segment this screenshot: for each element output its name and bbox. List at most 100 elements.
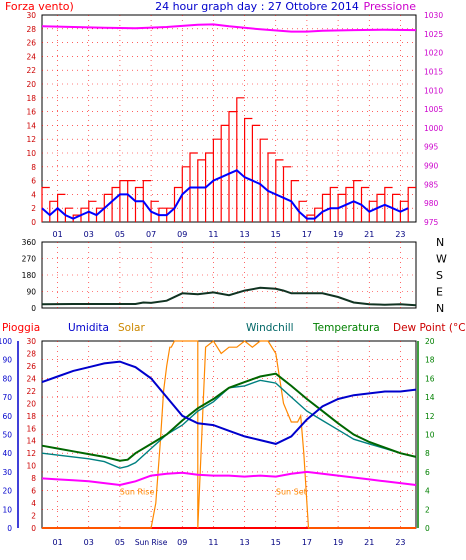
pressure-tick-label: 975	[424, 218, 439, 227]
temperature-tick-label: 14	[425, 393, 435, 402]
wind-pressure-series	[41, 23, 417, 222]
compass-label: W	[436, 253, 447, 266]
time-tick-label: 03	[84, 230, 94, 239]
pressure-axis-title: Pressione	[364, 0, 417, 13]
time-tick-label: 23	[395, 230, 405, 239]
time-tick-label: 17	[302, 230, 312, 239]
rain-tick-label: 2	[31, 512, 36, 521]
direction-grid	[42, 242, 416, 308]
pressure-tick-label: 985	[424, 180, 439, 189]
chart-title: 24 hour graph day : 27 Ottobre 2014	[155, 0, 359, 13]
rain-tick-label: 14	[26, 437, 36, 446]
time-tick-label: 17	[302, 538, 312, 547]
direction-tick-label: 180	[22, 271, 37, 280]
humidity-tick-label: 50	[2, 431, 12, 440]
wind-axis-title: Forza vento)	[5, 0, 74, 13]
direction-tick-label: 270	[22, 255, 37, 264]
legend-item: Windchill	[246, 322, 294, 334]
direction-series	[41, 286, 417, 307]
rain-tick-label: 4	[31, 499, 36, 508]
humidity-tick-label: 100	[0, 337, 12, 346]
wind-tick-label: 26	[26, 39, 36, 48]
wind-tick-label: 6	[31, 177, 36, 186]
pressure-tick-label: 1020	[424, 49, 443, 58]
wind-tick-label: 10	[26, 149, 36, 158]
wind-tick-label: 8	[31, 163, 36, 172]
compass-label: E	[436, 286, 443, 299]
wind-tick-label: 18	[26, 94, 36, 103]
time-tick-label: 09	[177, 230, 187, 239]
humidity-tick-label: 90	[2, 356, 12, 365]
direction-axis-ticks: 0 90 180 270 360	[22, 238, 37, 313]
temperature-tick-label: 0	[425, 524, 430, 533]
humidity-tick-label: 80	[2, 374, 12, 383]
direction-panel	[41, 241, 417, 309]
temperature-tick-label: 6	[425, 468, 430, 477]
temperature-tick-label: 16	[425, 374, 435, 383]
rain-tick-label: 10	[26, 462, 36, 471]
sun-set-annotation: Sun Set	[276, 487, 307, 496]
solar-series	[42, 340, 416, 529]
legend-item: Temperatura	[312, 322, 380, 334]
time-tick-label: 01	[52, 230, 62, 239]
time-tick-label: 05	[115, 230, 125, 239]
time-tick-label: 13	[239, 230, 249, 239]
wind-tick-label: 20	[26, 80, 36, 89]
temperature-tick-label: 8	[425, 449, 430, 458]
legend-item: Pioggia	[2, 322, 40, 334]
direction-tick-label: 360	[22, 238, 37, 247]
compass-label: N	[436, 236, 444, 249]
rain-tick-label: 18	[26, 412, 36, 421]
wind-tick-label: 14	[26, 121, 36, 130]
temperature-tick-label: 2	[425, 505, 430, 514]
wind-tick-label: 30	[26, 11, 36, 20]
rain-tick-label: 28	[26, 349, 36, 358]
rain-humidity-axes: 0102030405060708090100024681012141618202…	[0, 337, 36, 533]
wind-tick-label: 12	[26, 135, 36, 144]
wind-tick-label: 16	[26, 108, 36, 117]
rain-tick-label: 16	[26, 424, 36, 433]
lower-legend: Pioggia Umidita Solar Windchill Temperatura D…	[2, 322, 466, 334]
time-tick-label: 19	[333, 230, 343, 239]
time-tick-label: 05	[115, 538, 125, 547]
direction-tick-label: 90	[26, 288, 36, 297]
time-tick-label: 21	[364, 230, 374, 239]
pressure-tick-label: 1010	[424, 86, 443, 95]
humidity-tick-label: 70	[2, 393, 12, 402]
temperature-tick-label: 20	[425, 337, 435, 346]
pressure-tick-label: 1025	[424, 30, 443, 39]
time-tick-label: 21	[364, 538, 374, 547]
pressure-tick-label: 990	[424, 162, 439, 171]
temperature-tick-label: 12	[425, 412, 435, 421]
wind-direction-series	[41, 286, 417, 307]
direction-tick-label: 0	[31, 304, 36, 313]
pressure-tick-label: 995	[424, 143, 439, 152]
sun-annotations: Sun Rise Sun Set	[120, 487, 307, 496]
wind-tick-label: 0	[31, 218, 36, 227]
pressure-axis-ticks: 975 980 985 990 995 1000 1005 1010 1015 1020 1025 1…	[424, 11, 443, 227]
rain-tick-label: 26	[26, 362, 36, 371]
wind-tick-label: 28	[26, 25, 36, 34]
wind-time-axis: 01 03 05 07 09 11 13 15 17 19 21 23	[52, 230, 405, 239]
temperature-axis-ticks: 0 2 4 6 8 10 12 14 16 18 20	[417, 337, 435, 533]
windchill-series	[41, 379, 417, 469]
time-tick-label: 09	[177, 538, 187, 547]
pressure-tick-label: 980	[424, 199, 439, 208]
time-tick-label: 07	[146, 230, 156, 239]
wind-average-series	[41, 169, 409, 220]
humidity-tick-label: 0	[7, 524, 12, 533]
dewpoint-series	[41, 470, 417, 487]
time-tick-label: 15	[271, 230, 281, 239]
pressure-tick-label: 1015	[424, 67, 443, 76]
rain-tick-label: 8	[31, 474, 36, 483]
pressure-tick-label: 1030	[424, 11, 443, 20]
temperature-tick-label: 18	[425, 356, 435, 365]
time-tick-label: 13	[239, 538, 249, 547]
temp-humidity-series	[41, 340, 417, 529]
humidity-tick-label: 30	[2, 468, 12, 477]
pressure-series	[41, 23, 417, 33]
humidity-tick-label: 20	[2, 487, 12, 496]
